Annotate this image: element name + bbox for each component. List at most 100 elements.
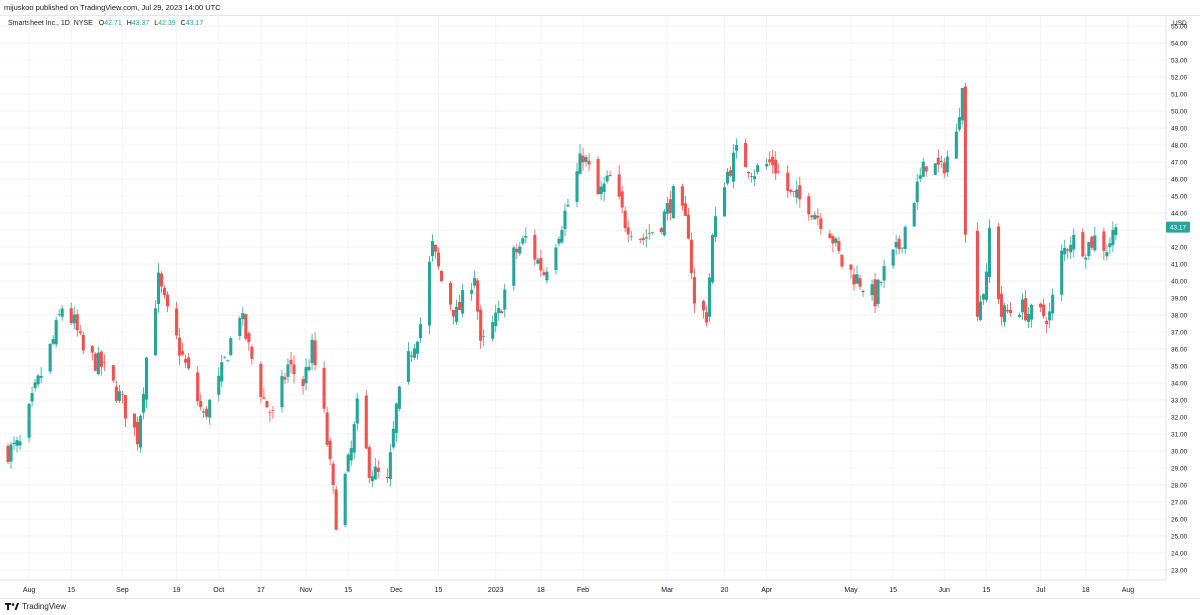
- candle-body: [409, 355, 413, 357]
- open-value: 42.71: [104, 20, 122, 27]
- candle-body: [313, 340, 317, 366]
- symbol-title: Smartsheet Inc., 1D, NYSE: [8, 20, 93, 27]
- y-tick-label: 49.00: [1171, 126, 1188, 133]
- candle-body: [48, 343, 52, 372]
- candle-body: [777, 171, 781, 173]
- candle-body: [515, 248, 519, 253]
- candle-body: [533, 234, 537, 260]
- candle-body: [837, 241, 841, 252]
- candle-body: [1081, 232, 1085, 257]
- candle-body: [6, 445, 10, 462]
- candle-body: [939, 160, 943, 162]
- candle-body: [439, 270, 444, 282]
- candle-body: [163, 287, 167, 296]
- candle-body: [175, 308, 179, 336]
- candle-body: [729, 170, 733, 176]
- low-value: 42.39: [158, 20, 176, 27]
- y-tick-label: 27.00: [1171, 499, 1188, 506]
- y-tick-label: 37.00: [1171, 329, 1188, 336]
- x-tick-label: May: [844, 587, 858, 594]
- candle-body: [1069, 244, 1073, 253]
- candle-body: [138, 415, 143, 448]
- candle-body: [765, 163, 769, 167]
- candle-body: [587, 160, 591, 165]
- candle-body: [503, 289, 507, 310]
- candle-body: [774, 159, 778, 174]
- candle-body: [722, 187, 727, 217]
- candle-body: [918, 175, 922, 179]
- y-tick-label: 29.00: [1171, 465, 1188, 472]
- candle-body: [247, 333, 251, 343]
- y-tick-label: 48.00: [1171, 143, 1188, 150]
- currency-label: USD: [1173, 20, 1187, 27]
- candle-body: [427, 261, 432, 326]
- candle-body: [936, 157, 940, 165]
- candle-body: [957, 117, 961, 130]
- candle-body: [668, 199, 672, 214]
- candle-body: [181, 351, 185, 355]
- candle-body: [452, 309, 456, 317]
- candle-body: [9, 444, 13, 462]
- candle-body: [394, 403, 398, 433]
- candle-body: [286, 364, 290, 377]
- candle-body: [268, 412, 272, 414]
- candle-body: [436, 252, 441, 267]
- y-tick-label: 31.00: [1171, 431, 1188, 438]
- candle-body: [689, 239, 693, 273]
- candle-body: [831, 236, 835, 244]
- y-tick-label: 50.00: [1171, 109, 1188, 116]
- candle-body: [406, 351, 410, 383]
- candle-body: [1039, 303, 1043, 308]
- candle-body: [539, 258, 543, 271]
- candle-body: [156, 272, 161, 304]
- candle-body: [605, 175, 609, 182]
- candle-body: [343, 473, 347, 526]
- x-tick-label: 20: [721, 587, 729, 594]
- candle-body: [205, 408, 209, 417]
- candle-body: [470, 289, 474, 294]
- candle-body: [512, 247, 516, 286]
- candle-body: [876, 279, 880, 304]
- time-axis[interactable]: Aug 15 Sep 19 Oct 17 Nov 15 Dec 15 2023 18 Feb Mar 20 A…: [23, 587, 1134, 594]
- y-tick-label: 53.00: [1171, 58, 1188, 65]
- y-tick-label: 36.00: [1171, 346, 1188, 353]
- candle-body: [1042, 304, 1046, 317]
- y-tick-label: 30.00: [1171, 448, 1188, 455]
- candle-body: [786, 172, 790, 191]
- candle-body: [78, 331, 82, 334]
- candle-body: [578, 153, 582, 174]
- candle-body: [292, 364, 296, 375]
- candle-body: [178, 337, 182, 356]
- candle-body: [355, 398, 359, 424]
- ohlc-legend: Smartsheet Inc., 1D, NYSE O42.71 H43.37 …: [8, 20, 203, 27]
- publish-header: mijuskoo published on TradingView.com, J…: [0, 0, 1200, 16]
- candle-body: [349, 448, 353, 461]
- candle-body: [93, 353, 97, 371]
- close-value: 43.17: [185, 20, 204, 27]
- candle-body: [707, 277, 712, 317]
- candlestick-chart[interactable]: USD 23.00 24.00 25.00 26.00 27.00 28.00 29.00 3…: [0, 16, 1200, 598]
- x-tick-label: Sep: [116, 587, 129, 594]
- candle-body: [1005, 309, 1010, 312]
- candle-body: [376, 467, 380, 473]
- candle-body: [60, 308, 64, 317]
- candle-body: [208, 399, 212, 418]
- candle-body: [629, 236, 633, 238]
- candle-body: [518, 246, 522, 254]
- candle-body: [455, 306, 459, 322]
- candle-body: [497, 308, 501, 314]
- x-tick-label: Nov: [300, 587, 313, 594]
- price-axis[interactable]: USD 23.00 24.00 25.00 26.00 27.00 28.00 29.00 3…: [1171, 20, 1188, 574]
- candle-body: [840, 254, 844, 267]
- candle-body: [915, 181, 919, 203]
- candle-body: [1093, 235, 1097, 251]
- x-tick-label: Feb: [577, 587, 589, 594]
- candle-body: [701, 300, 706, 311]
- tradingview-brand[interactable]: TradingView: [5, 602, 66, 611]
- candle-body: [662, 211, 666, 236]
- candle-body: [963, 86, 967, 235]
- candle-body: [686, 214, 690, 239]
- x-tick-label: 15: [435, 587, 443, 594]
- candle-body: [894, 241, 898, 248]
- candle-body: [412, 348, 416, 358]
